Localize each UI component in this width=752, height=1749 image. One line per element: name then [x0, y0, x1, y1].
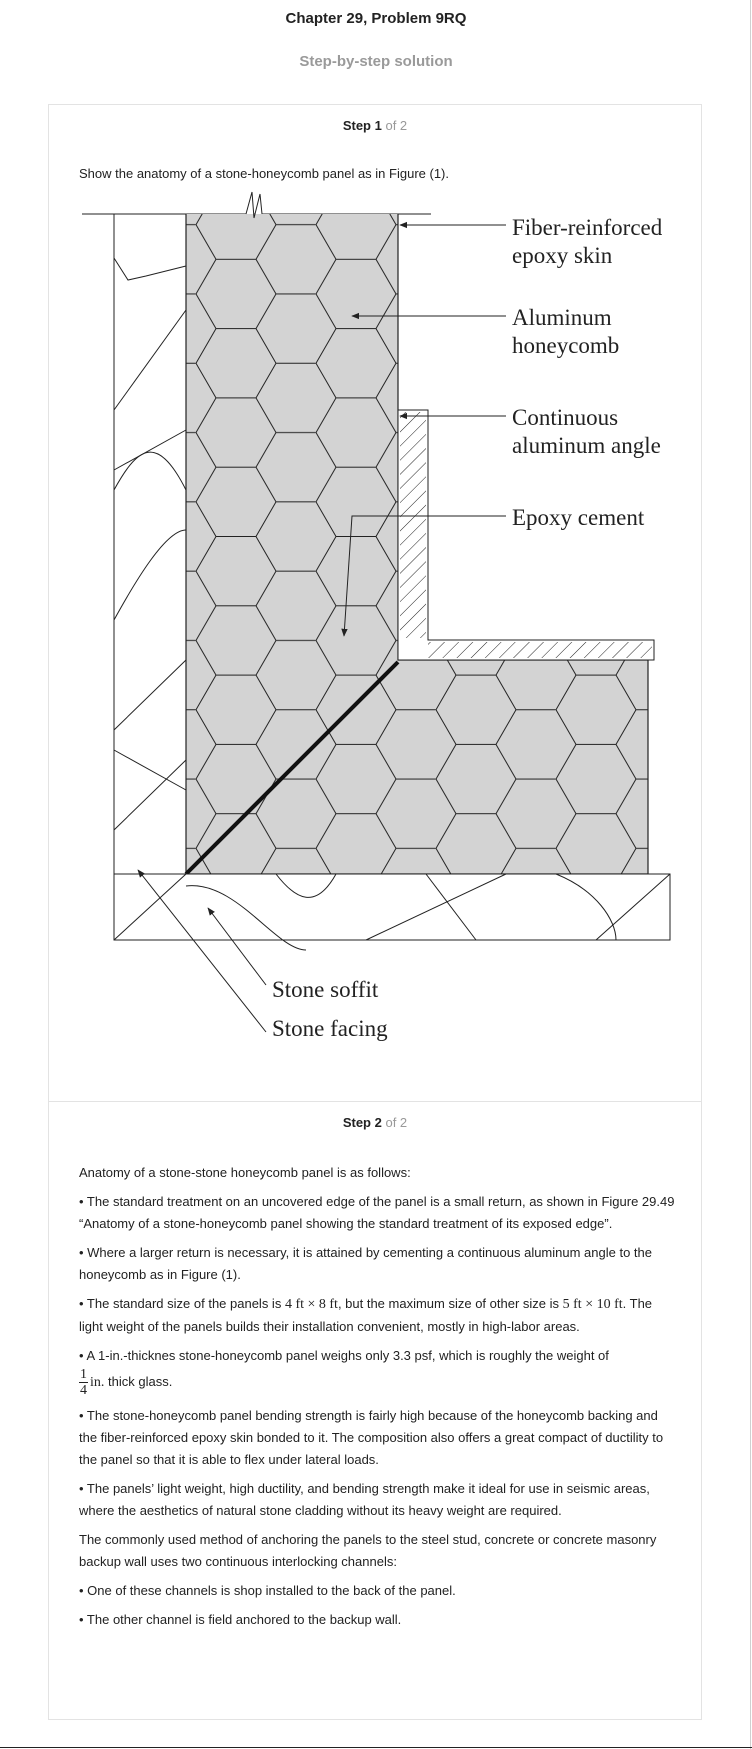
paragraph-4-part-b: , but the maximum size of other size is — [337, 1296, 563, 1311]
paragraph-6: • The stone-honeycomb panel bending stre… — [79, 1408, 664, 1467]
paragraph-5: • A 1-in.-thicknes stone-honeycomb panel… — [79, 1345, 675, 1398]
solution-subtitle: Step-by-step solution — [299, 53, 453, 70]
step-1-header: Step 1 of 2 — [48, 118, 702, 133]
paragraph-10: • The other channel is field anchored to… — [79, 1612, 402, 1627]
paragraph-4-part-a: • The standard size of the panels is — [79, 1296, 285, 1311]
fraction-denominator: 4 — [80, 1383, 87, 1398]
step-1-label: Step 1 — [342, 118, 382, 133]
paragraph-5-part-a: • A 1-in.-thicknes stone-honeycomb panel… — [79, 1348, 609, 1363]
paragraph-1: Anatomy of a stone-stone honeycomb panel… — [79, 1165, 411, 1180]
size-maximum: 5 ft × 10 ft — [562, 1297, 623, 1312]
step-1-intro: Show the anatomy of a stone-honeycomb pa… — [79, 166, 449, 181]
paragraph-8: The commonly used method of anchoring th… — [79, 1532, 657, 1569]
step-2-header: Step 2 of 2 — [48, 1115, 702, 1130]
paragraph-5-part-b: thick glass. — [104, 1373, 173, 1389]
step-2-label: Step 2 — [342, 1115, 382, 1130]
label-aluminum-1: Aluminum — [512, 305, 612, 330]
paragraph-9: • One of these channels is shop installe… — [79, 1583, 456, 1598]
paragraph-4-part-c: . The light weight of the panels builds … — [79, 1296, 653, 1334]
frame-right-border — [750, 0, 751, 1749]
figure-1: Fiber-reinforced epoxy skin Aluminum hon… — [76, 190, 696, 1065]
paragraph-3: • Where a larger return is necessary, it… — [79, 1245, 652, 1282]
paragraph-7: • The panels’ light weight, high ductili… — [79, 1481, 650, 1518]
label-fiber-2: epoxy skin — [512, 243, 613, 268]
frame-bottom-border — [0, 1747, 752, 1748]
size-standard: 4 ft × 8 ft — [284, 1297, 338, 1312]
label-aluminum-2: honeycomb — [512, 333, 619, 358]
step-2-count: of 2 — [385, 1115, 408, 1130]
step-2-body: Anatomy of a stone-stone honeycomb panel… — [79, 1162, 675, 1638]
label-stone-soffit: Stone soffit — [272, 977, 379, 1002]
label-angle-1: Continuous — [512, 405, 618, 430]
label-epoxy-cement: Epoxy cement — [512, 505, 645, 530]
solution-card — [48, 104, 702, 1720]
label-angle-2: aluminum angle — [512, 433, 661, 458]
label-fiber-1: Fiber-reinforced — [512, 215, 663, 240]
paragraph-2: • The standard treatment on an uncovered… — [79, 1194, 675, 1231]
chapter-title: Chapter 29, Problem 9RQ — [285, 10, 467, 27]
step-1-count: of 2 — [385, 118, 408, 133]
fraction-numerator: 1 — [79, 1367, 88, 1383]
paragraph-4: • The standard size of the panels is 4 f… — [79, 1293, 675, 1338]
honeycomb-panel-diagram: Fiber-reinforced epoxy skin Aluminum hon… — [82, 191, 671, 1041]
label-stone-facing: Stone facing — [272, 1016, 388, 1041]
fraction-unit: in. — [90, 1374, 105, 1390]
step-divider — [48, 1101, 702, 1102]
